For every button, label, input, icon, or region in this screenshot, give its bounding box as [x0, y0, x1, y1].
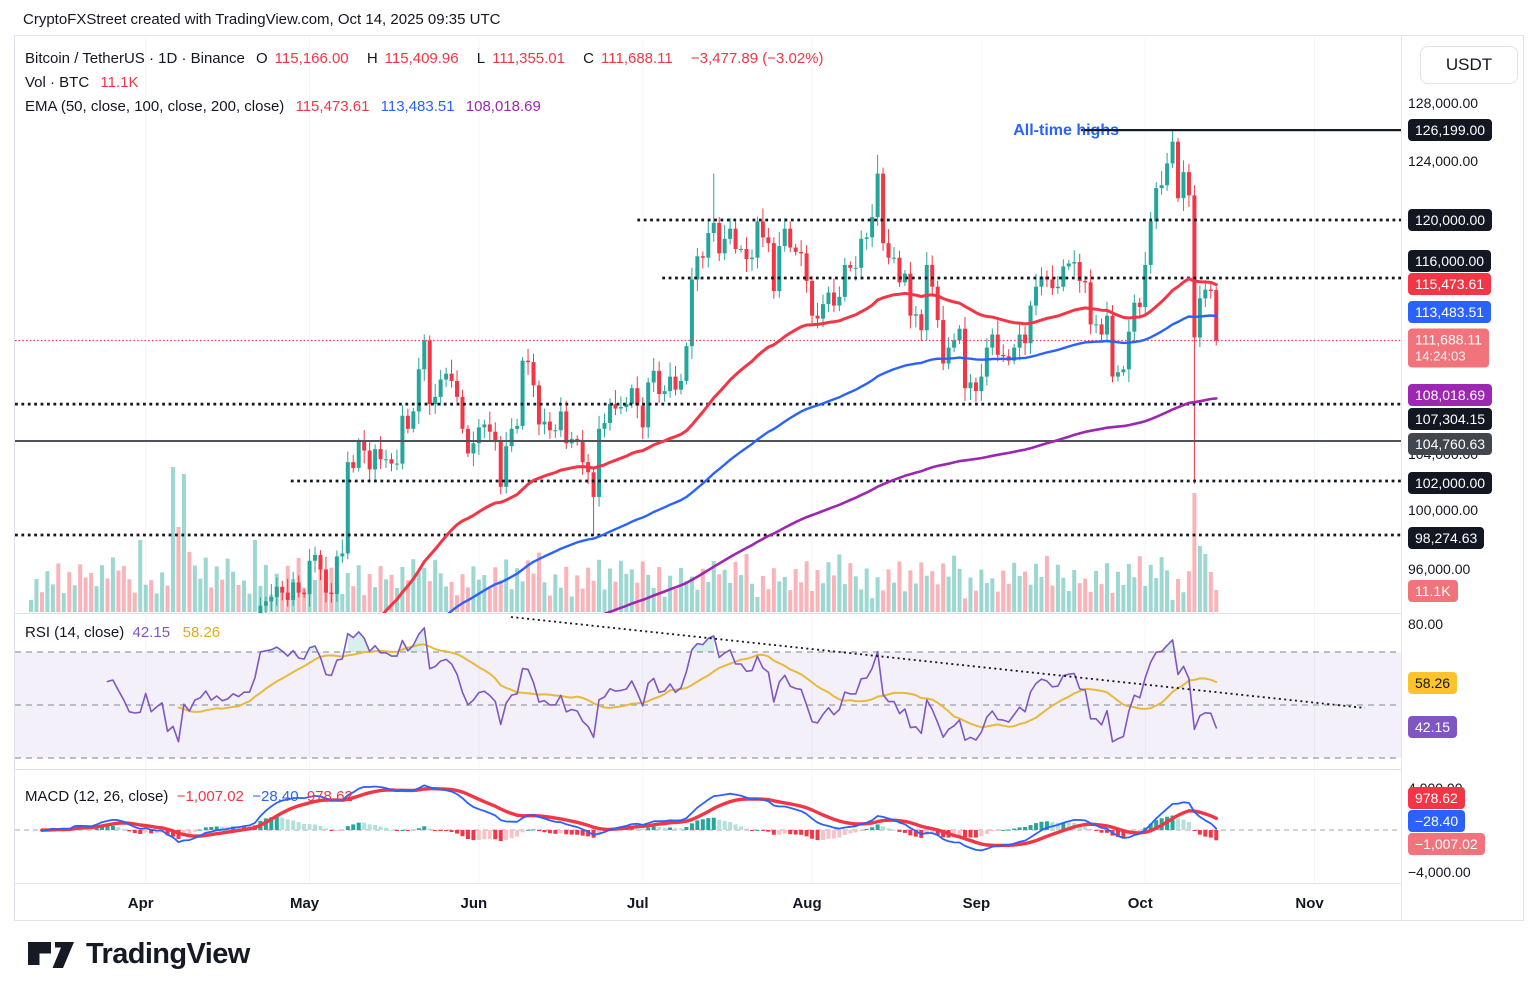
time-axis[interactable]: Apr May Jun Jul Aug Sep Oct Nov — [15, 883, 1401, 920]
ohlc-high: H 115,409.96 — [366, 50, 459, 67]
price-axis-badge: 98,274.63 — [1408, 527, 1485, 549]
price-axis-divider — [1401, 36, 1402, 920]
macd-line-value: −28.40 — [252, 788, 299, 805]
volume-value: 11.1K — [100, 74, 139, 91]
tradingview-logo-text: TradingView — [86, 938, 250, 970]
rsi-title: RSI (14, close) — [25, 624, 125, 641]
panel-divider-rsi[interactable] — [15, 613, 1523, 614]
time-axis-label: Jul — [626, 895, 649, 912]
price-axis-badge: 102,000.00 — [1408, 472, 1493, 494]
price-axis-label: 124,000.00 — [1408, 153, 1479, 169]
price-axis-label: 128,000.00 — [1408, 95, 1479, 111]
ema200-value: 108,018.69 — [465, 98, 541, 115]
ohlc-open: O 115,166.00 — [256, 50, 349, 67]
time-axis-label: Sep — [962, 895, 991, 912]
price-axis-badge: 111,688.11 14:24:03 — [1408, 328, 1489, 368]
symbol-legend[interactable]: Bitcoin / TetherUS · 1D · Binance O 115,1… — [25, 50, 831, 67]
macd-axis-badge: −28.40 — [1408, 810, 1466, 832]
price-axis-badge: 116,000.00 — [1408, 250, 1492, 272]
time-axis-label: Aug — [792, 895, 822, 912]
time-axis-label: Jun — [460, 895, 488, 912]
ema-label: EMA (50, close, 100, close, 200, close) — [25, 98, 285, 115]
ema-legend[interactable]: EMA (50, close, 100, close, 200, close) … — [25, 98, 548, 115]
time-axis-label: May — [289, 895, 320, 912]
symbol-title: Bitcoin / TetherUS · 1D · Binance — [25, 50, 245, 67]
panel-divider-macd[interactable] — [15, 769, 1523, 770]
volume-legend[interactable]: Vol · BTC 11.1K — [25, 74, 145, 91]
ohlc-close: C 111,688.11 — [583, 50, 673, 67]
rsi-axis-label: 80.00 — [1408, 616, 1444, 632]
ath-annotation: All-time highs — [1013, 122, 1119, 139]
change-value: −3,477.89 (−3.02%) — [690, 50, 824, 67]
price-axis-badge: 126,199.00 — [1408, 119, 1493, 141]
time-axis-label: Oct — [1127, 895, 1153, 912]
ohlc-low: L 111,355.01 — [476, 50, 565, 67]
macd-axis-badge: −1,007.02 — [1408, 833, 1485, 855]
macd-signal-value: 978.62 — [306, 788, 353, 805]
price-axis-badge: 113,483.51 — [1408, 301, 1492, 323]
price-axis-badge: 11.1K — [1408, 580, 1458, 602]
price-axis-badge: 108,018.69 — [1408, 384, 1493, 406]
rsi-value: 42.15 — [132, 624, 171, 641]
main-chart[interactable]: All-time highs — [15, 36, 1401, 883]
volume-label: Vol · BTC — [25, 74, 90, 91]
time-axis-label: Nov — [1295, 895, 1324, 912]
time-axis-label: Apr — [127, 895, 154, 912]
ema50-value: 115,473.61 — [295, 98, 370, 115]
tradingview-logo[interactable]: TradingView — [28, 938, 250, 971]
macd-hist-value: −1,007.02 — [176, 788, 244, 805]
price-axis-label: 96,000.00 — [1408, 561, 1471, 577]
macd-axis-label: −4,000.00 — [1408, 864, 1471, 880]
attribution-note: CryptoFXStreet created with TradingView.… — [23, 11, 501, 28]
price-axis-badge: 107,304.15 — [1408, 408, 1493, 430]
price-axis[interactable]: USDT 128,000.00 126,199.00 124,000.00 120,0… — [1402, 36, 1523, 920]
macd-title: MACD (12, 26, close) — [25, 788, 169, 805]
price-axis-badge: 115,473.61 — [1408, 273, 1492, 295]
rsi-axis-badge: 58.26 — [1408, 672, 1458, 694]
time-axis-divider — [15, 883, 1523, 884]
tradingview-logo-icon — [28, 941, 74, 968]
price-axis-label: 100,000.00 — [1408, 502, 1479, 518]
macd-legend[interactable]: MACD (12, 26, close) −1,007.02 −28.40 97… — [25, 788, 353, 805]
ema100-value: 113,483.51 — [380, 98, 455, 115]
chart-widget: All-time highs Bitcoin / TetherUS · 1D ·… — [14, 35, 1524, 921]
currency-toggle-button[interactable]: USDT — [1420, 46, 1518, 84]
price-axis-badge: 104,760.63 — [1408, 433, 1493, 455]
rsi-axis-badge: 42.15 — [1408, 716, 1458, 738]
rsi-ma-value: 58.26 — [182, 624, 221, 641]
macd-axis-badge: 978.62 — [1408, 787, 1465, 809]
price-axis-badge: 120,000.00 — [1408, 209, 1493, 231]
rsi-legend[interactable]: RSI (14, close) 42.15 58.26 — [25, 624, 220, 641]
